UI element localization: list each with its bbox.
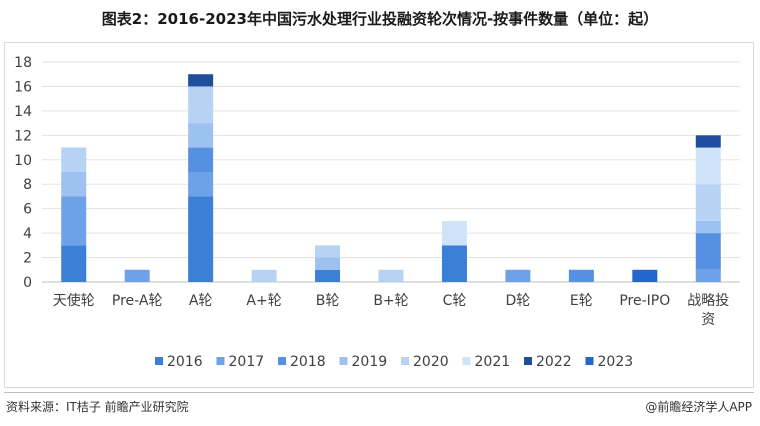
- legend-label: 2018: [290, 354, 326, 370]
- brand-note: @前瞻经济学人APP: [645, 400, 752, 414]
- bar-segment: [378, 269, 404, 282]
- bar-segment: [251, 269, 277, 282]
- bar-segment: [188, 123, 214, 148]
- x-tick-label: A+轮: [246, 293, 281, 309]
- bar-segment: [441, 245, 467, 282]
- bar-segment: [61, 196, 87, 246]
- x-tick-label: D轮: [506, 293, 531, 309]
- y-axis: 0 2 4 6 8 10 12 14 16 18: [14, 55, 32, 291]
- bar-segment: [188, 172, 214, 197]
- legend-label: 2016: [167, 354, 203, 370]
- bar-segment: [695, 233, 721, 270]
- bar-segment: [61, 147, 87, 172]
- chart-title: 图表2：2016-2023年中国污水处理行业投融资轮次情况-按事件数量（单位：起…: [101, 10, 659, 28]
- x-tick-label: B+轮: [373, 293, 408, 309]
- legend-swatch: [278, 357, 286, 365]
- bar-segment: [568, 269, 594, 282]
- stacked-bar-chart: 0 2 4 6 8 10 12 14 16 18 天使轮 Pre-A轮 A轮 A+轮 B轮 B+轮 C轮 D轮 E…: [14, 55, 740, 370]
- x-tick-label: 战略投: [687, 293, 729, 309]
- x-tick-label: A轮: [189, 293, 213, 309]
- legend-swatch: [155, 357, 163, 365]
- bar-segment: [124, 269, 150, 282]
- legend-label: 2020: [413, 354, 449, 370]
- bar-segment: [315, 245, 341, 258]
- y-tick-label: 4: [23, 226, 32, 242]
- y-tick-label: 2: [23, 251, 32, 267]
- bar-segment: [695, 135, 721, 148]
- y-tick-label: 10: [14, 153, 32, 169]
- x-tick-label: C轮: [443, 293, 467, 309]
- x-tick-label: 天使轮: [53, 292, 95, 309]
- legend-label: 2021: [475, 354, 511, 370]
- y-tick-label: 0: [23, 275, 32, 291]
- legend: 2016 2017 2018 2019 2020 2021 2022 2023: [155, 354, 633, 370]
- source-note: 资料来源：IT桔子 前瞻产业研究院: [6, 400, 189, 414]
- bar-segment: [315, 269, 341, 282]
- bar-segment: [695, 269, 721, 282]
- bars: [61, 74, 721, 282]
- y-tick-label: 6: [23, 202, 32, 218]
- x-tick-label: E轮: [570, 293, 593, 309]
- y-tick-label: 8: [23, 177, 32, 193]
- footer-divider: [4, 392, 754, 393]
- bar-segment: [188, 74, 214, 87]
- legend-label: 2019: [352, 354, 388, 370]
- legend-swatch: [462, 357, 471, 365]
- bar-segment: [188, 196, 214, 282]
- y-tick-label: 14: [14, 104, 32, 120]
- chart-frame: [4, 42, 754, 388]
- y-tick-label: 18: [14, 55, 32, 71]
- legend-swatch: [524, 357, 532, 365]
- x-tick-label: 资: [701, 312, 715, 328]
- x-tick-label: B轮: [316, 293, 340, 309]
- bar-segment: [315, 257, 341, 270]
- bar-segment: [632, 269, 658, 282]
- legend-label: 2017: [229, 354, 265, 370]
- gridlines: [42, 61, 740, 283]
- bar-segment: [695, 220, 721, 234]
- legend-swatch: [339, 357, 348, 365]
- bar-segment: [188, 86, 214, 124]
- legend-label: 2023: [598, 354, 634, 370]
- legend-label: 2022: [536, 354, 572, 370]
- bar-segment: [61, 245, 87, 282]
- y-tick-label: 12: [14, 128, 32, 144]
- bar-segment: [61, 172, 87, 197]
- y-tick-label: 16: [14, 79, 32, 95]
- bar-segment: [188, 147, 214, 172]
- bar-segment: [505, 269, 531, 282]
- legend-swatch: [401, 357, 409, 365]
- bar-segment: [441, 220, 467, 246]
- x-tick-label: Pre-IPO: [619, 293, 670, 309]
- legend-swatch: [585, 357, 594, 365]
- x-tick-label: Pre-A轮: [112, 293, 163, 309]
- bar-segment: [695, 184, 721, 221]
- legend-swatch: [216, 357, 225, 365]
- bar-segment: [695, 147, 721, 185]
